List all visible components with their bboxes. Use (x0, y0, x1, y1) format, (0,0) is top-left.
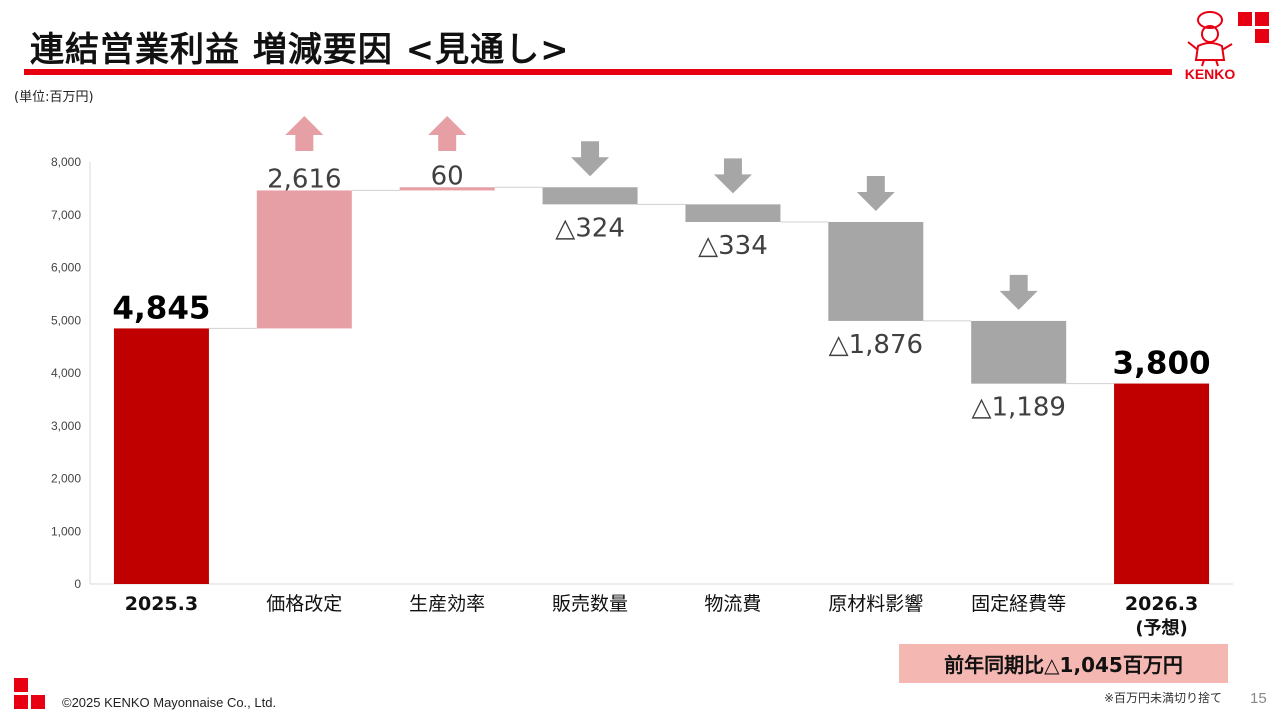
x-tick-label: 2026.3 (1125, 593, 1198, 615)
copyright: ©2025 KENKO Mayonnaise Co., Ltd. (62, 695, 277, 710)
bar-生産効率 (399, 187, 495, 191)
data-label: △1,876 (829, 330, 923, 360)
data-label: △1,189 (971, 393, 1065, 423)
x-tick-label: 固定経費等 (971, 593, 1066, 615)
x-tick-label: 販売数量 (552, 593, 628, 615)
x-tick-label: 2025.3 (125, 593, 198, 615)
logo-wordmark: KENKO (1185, 66, 1236, 82)
y-tick-label: 5,000 (51, 313, 81, 327)
y-tick-label: 6,000 (51, 261, 81, 275)
x-tick-label: 価格改定 (266, 593, 342, 615)
y-tick-label: 0 (74, 577, 81, 591)
down-arrow-icon (999, 274, 1038, 310)
data-label: 4,845 (112, 290, 210, 326)
title-underline (24, 69, 1172, 75)
bar-物流費 (685, 204, 781, 222)
x-tick-label: 物流費 (704, 593, 761, 615)
x-tick-label: 原材料影響 (828, 593, 923, 615)
page-title: 連結営業利益 増減要因 <見通し> (30, 30, 570, 70)
brand-mark-icon (1238, 12, 1269, 43)
x-tick-label: 生産効率 (409, 593, 485, 615)
y-tick-label: 8,000 (51, 155, 81, 169)
data-label: △334 (698, 231, 768, 261)
data-label: 3,800 (1113, 346, 1211, 382)
rounding-footnote: ※百万円未満切り捨て (1103, 691, 1222, 705)
data-label: 60 (431, 161, 464, 191)
down-arrow-icon (713, 158, 752, 194)
y-tick-label: 2,000 (51, 472, 81, 486)
y-tick-label: 4,000 (51, 366, 81, 380)
yoy-change-box: 前年同期比△1,045百万円 (899, 644, 1228, 683)
down-arrow-icon (571, 141, 610, 177)
bar-2026.3 (1114, 383, 1210, 584)
bar-原材料影響 (828, 221, 924, 321)
data-label: △324 (555, 213, 625, 243)
bar-2025.3 (113, 328, 209, 584)
y-tick-label: 7,000 (51, 208, 81, 222)
y-tick-label: 3,000 (51, 419, 81, 433)
y-tick-label: 1,000 (51, 524, 81, 538)
page-number: 15 (1250, 690, 1267, 707)
unit-note: (単位:百万円) (14, 90, 94, 105)
bar-固定経費等 (971, 320, 1067, 384)
x-tick-sublabel: (予想) (1135, 617, 1187, 639)
data-label: 2,616 (267, 164, 341, 194)
bar-価格改定 (256, 190, 352, 329)
bar-販売数量 (542, 187, 638, 205)
up-arrow-icon (285, 116, 324, 151)
footer-brand-mark-icon (14, 678, 45, 709)
down-arrow-icon (856, 175, 895, 211)
kenko-chef-logo: KENKO (1185, 11, 1236, 82)
up-arrow-icon (428, 116, 467, 151)
